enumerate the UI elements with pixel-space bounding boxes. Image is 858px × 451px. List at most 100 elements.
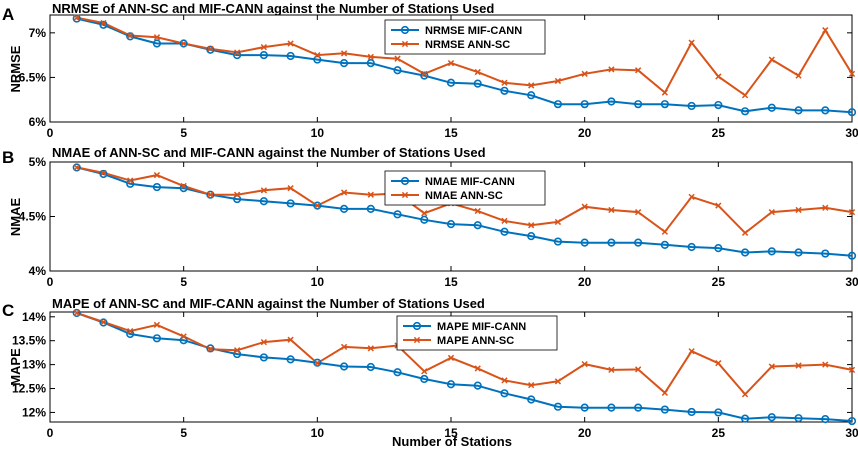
- data-point-mif-cann: [553, 100, 563, 109]
- data-point-ann-sc: [287, 185, 294, 192]
- data-point-ann-sc: [180, 40, 187, 47]
- data-point-mif-cann: [714, 100, 723, 110]
- x-tick-label: 15: [444, 426, 458, 440]
- data-point-mif-cann: [420, 215, 429, 224]
- data-point-mif-cann: [767, 103, 776, 112]
- data-point-ann-sc: [554, 218, 562, 226]
- data-point-ann-sc: [848, 366, 856, 374]
- legend-label: NRMSE ANN-SC: [425, 39, 510, 51]
- data-point-ann-sc: [635, 67, 642, 74]
- data-point-ann-sc: [260, 338, 267, 346]
- legend: NRMSE MIF-CANN NRMSE ANN-SC: [384, 19, 546, 55]
- data-point-ann-sc: [688, 193, 695, 201]
- data-point-ann-sc: [234, 49, 241, 56]
- x-tick-label: 25: [712, 126, 726, 140]
- data-point-mif-cann: [72, 163, 81, 172]
- x-tick-label: 15: [444, 275, 458, 289]
- data-point-mif-cann: [179, 184, 188, 193]
- data-point-mif-cann: [99, 318, 108, 327]
- data-point-mif-cann: [740, 248, 750, 257]
- data-point-ann-sc: [474, 68, 481, 76]
- data-point-mif-cann: [339, 59, 349, 68]
- data-point-ann-sc: [207, 191, 214, 198]
- legend-box: [396, 315, 558, 351]
- data-point-ann-sc: [581, 70, 588, 77]
- data-point-ann-sc: [528, 382, 535, 389]
- legend-marker-circle: [400, 176, 410, 186]
- data-point-ann-sc: [73, 309, 80, 317]
- chart-title-mape: MAPE of ANN-SC and MIF-CANN against the …: [52, 296, 485, 311]
- data-point-ann-sc: [73, 164, 80, 171]
- data-point-ann-sc: [234, 191, 241, 198]
- data-point-ann-sc: [314, 51, 321, 59]
- data-point-ann-sc: [314, 360, 321, 367]
- legend-box: [384, 170, 546, 206]
- x-tick-label: 0: [47, 126, 54, 140]
- legend-marker-x: [413, 336, 421, 344]
- data-point-ann-sc: [260, 187, 267, 194]
- data-point-mif-cann: [366, 204, 375, 213]
- data-point-ann-sc: [822, 204, 829, 211]
- x-tick-label: 0: [47, 275, 54, 289]
- y-tick-label: 4.5%: [19, 210, 47, 224]
- data-point-ann-sc: [554, 378, 562, 385]
- data-point-ann-sc: [474, 365, 481, 372]
- y-tick-label: 12.5%: [12, 382, 46, 396]
- data-point-ann-sc: [528, 222, 535, 229]
- data-point-ann-sc: [822, 27, 829, 34]
- data-point-ann-sc: [848, 70, 856, 77]
- data-point-mif-cann: [339, 204, 349, 213]
- data-point-mif-cann: [847, 416, 857, 426]
- data-point-mif-cann: [152, 334, 162, 343]
- data-point-ann-sc: [287, 336, 294, 343]
- series-line-ann-sc: [76, 166, 853, 235]
- data-point-mif-cann: [313, 201, 322, 210]
- data-point-mif-cann: [580, 100, 589, 109]
- x-tick-label: 20: [578, 275, 592, 289]
- data-point-mif-cann: [446, 78, 456, 87]
- data-point-ann-sc: [127, 177, 134, 184]
- data-point-ann-sc: [715, 202, 722, 209]
- panel-nmae: B NMAE of ANN-SC and MIF-CANN against th…: [2, 145, 858, 289]
- data-point-ann-sc: [608, 366, 615, 374]
- data-point-ann-sc: [127, 32, 134, 39]
- data-point-ann-sc: [768, 56, 775, 63]
- data-point-mif-cann: [580, 403, 589, 412]
- data-point-ann-sc: [768, 363, 775, 370]
- panel-letter-b: B: [2, 148, 14, 167]
- data-point-mif-cann: [500, 86, 509, 95]
- x-tick-label: 15: [444, 126, 458, 140]
- data-point-ann-sc: [661, 389, 668, 396]
- data-point-ann-sc: [127, 327, 134, 335]
- data-point-mif-cann: [794, 248, 803, 257]
- data-point-mif-cann: [313, 55, 322, 64]
- data-point-ann-sc: [554, 77, 562, 85]
- data-point-ann-sc: [421, 368, 428, 375]
- x-tick-label: 20: [578, 126, 592, 140]
- x-tick-label: 10: [311, 426, 325, 440]
- x-tick-label: 30: [845, 426, 858, 440]
- data-point-ann-sc: [100, 318, 107, 326]
- data-point-mif-cann: [420, 374, 429, 384]
- y-axis-label-nmae: NMAE: [8, 198, 23, 237]
- data-point-ann-sc: [314, 202, 321, 209]
- data-point-mif-cann: [206, 45, 215, 54]
- data-point-ann-sc: [715, 360, 722, 367]
- data-point-mif-cann: [500, 389, 509, 398]
- data-point-ann-sc: [367, 53, 374, 61]
- data-point-ann-sc: [234, 347, 241, 354]
- x-tick-label: 30: [845, 275, 858, 289]
- data-point-mif-cann: [767, 247, 776, 256]
- y-tick-label: 5%: [29, 155, 47, 169]
- legend-label: MAPE ANN-SC: [437, 335, 514, 347]
- data-point-ann-sc: [635, 209, 642, 216]
- data-point-mif-cann: [366, 362, 375, 372]
- data-point-mif-cann: [607, 97, 616, 106]
- data-point-ann-sc: [207, 45, 214, 53]
- data-point-mif-cann: [206, 344, 215, 353]
- legend-label: NMAE MIF-CANN: [425, 176, 515, 188]
- data-point-ann-sc: [715, 73, 722, 80]
- data-point-mif-cann: [607, 403, 616, 412]
- data-point-ann-sc: [501, 217, 508, 224]
- data-point-mif-cann: [553, 402, 563, 411]
